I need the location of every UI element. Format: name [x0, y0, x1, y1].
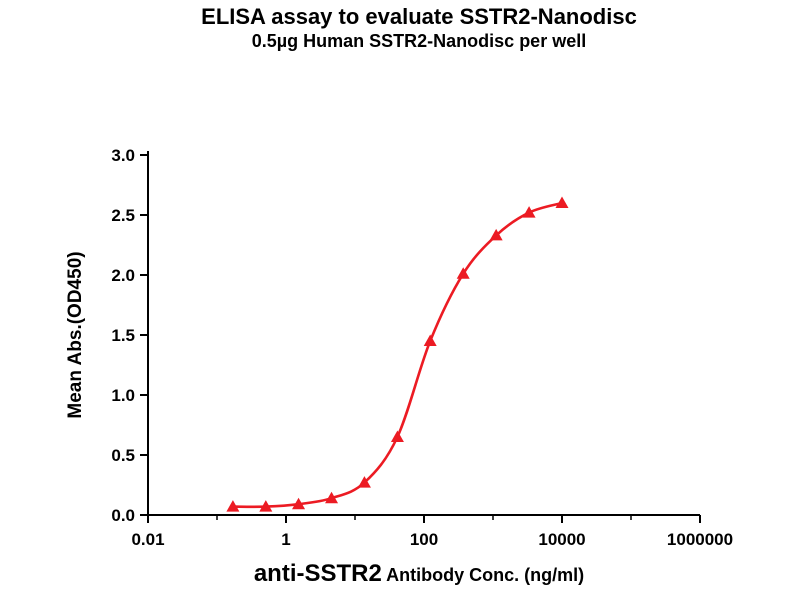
x-tick-label: 1000000 — [667, 530, 733, 549]
x-tick-label: 10000 — [538, 530, 585, 549]
data-point-marker — [226, 500, 240, 512]
data-point-marker — [259, 500, 273, 512]
data-point-marker — [489, 228, 503, 241]
y-tick-label: 2.0 — [111, 266, 135, 285]
x-tick-label: 0.01 — [131, 530, 164, 549]
x-minor-ticks — [216, 515, 632, 520]
data-point-marker — [325, 491, 339, 504]
y-tick-label: 0.5 — [111, 446, 135, 465]
x-axis-label-emphasis: anti-SSTR2 — [253, 560, 382, 587]
x-axis-label: anti-SSTR2 Antibody Conc. (ng/ml) — [48, 560, 790, 588]
x-tick-label: 100 — [410, 530, 438, 549]
data-point-marker — [423, 334, 437, 346]
chart-header: ELISA assay to evaluate SSTR2-Nanodisc 0… — [48, 4, 790, 54]
x-ticks: 0.01 1 100 10000 1000000 — [131, 515, 733, 549]
x-tick-label: 1 — [281, 530, 290, 549]
chart-subtitle: 0.5µg Human SSTR2-Nanodisc per well — [251, 31, 587, 52]
data-point-marker — [292, 497, 306, 510]
data-point-marker — [555, 196, 569, 208]
y-tick-label: 2.5 — [111, 206, 135, 225]
y-ticks: 0.0 0.5 1.0 1.5 2.0 2.5 3.0 — [111, 146, 148, 525]
y-tick-label: 1.5 — [111, 326, 135, 345]
data-point-marker — [390, 430, 404, 442]
y-tick-label: 1.0 — [111, 386, 135, 405]
data-curve — [231, 201, 564, 509]
y-tick-label: 3.0 — [111, 146, 135, 165]
data-point-marker — [522, 206, 536, 218]
y-tick-label: 0.0 — [111, 506, 135, 525]
x-axis-label-rest: Antibody Conc. (ng/ml) — [381, 565, 585, 585]
data-points — [226, 196, 569, 512]
chart-title: ELISA assay to evaluate SSTR2-Nanodisc — [201, 4, 637, 29]
data-point-marker — [456, 267, 470, 279]
data-point-marker — [357, 476, 371, 488]
